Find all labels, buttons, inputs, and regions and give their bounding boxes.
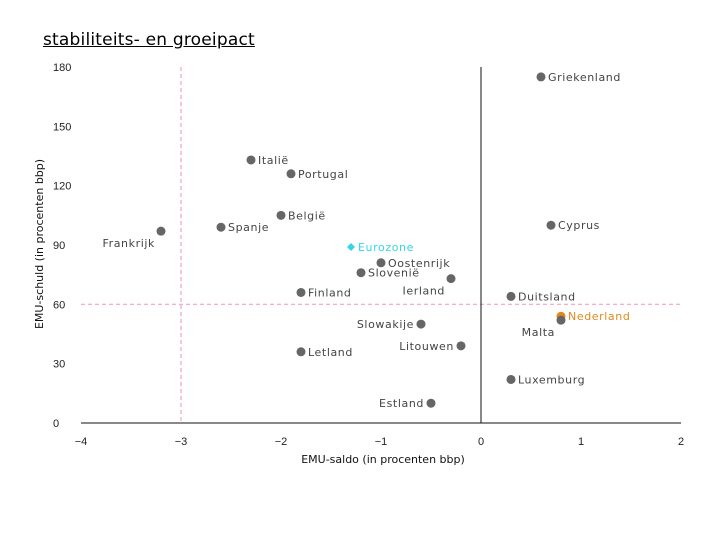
point-slowakije <box>416 319 426 329</box>
x-tick-label: −4 <box>75 436 88 448</box>
axes <box>81 67 681 424</box>
point-eurozone <box>347 242 355 251</box>
point-ierland <box>446 274 456 284</box>
point-label-malta: Malta <box>522 326 555 339</box>
point-litouwen <box>456 341 466 351</box>
point-label-belgi-: België <box>288 209 326 222</box>
point-belgi- <box>276 210 286 220</box>
point-label-finland: Finland <box>308 286 352 299</box>
y-axis-label: EMU-schuld (in procenten bbp) <box>33 159 46 329</box>
point-label-frankrijk: Frankrijk <box>102 237 155 250</box>
x-axis-label: EMU-saldo (in procenten bbp) <box>301 453 465 466</box>
point-label-letland: Letland <box>308 346 353 359</box>
point-estland <box>426 398 436 408</box>
point-duitsland <box>506 291 516 301</box>
point-label-nederland: Nederland <box>568 310 630 323</box>
point-label-slowakije: Slowakije <box>357 318 414 331</box>
point-label-litouwen: Litouwen <box>399 340 454 353</box>
y-tick-label: 180 <box>53 62 71 74</box>
x-tick-label: 1 <box>578 436 584 448</box>
point-label-portugal: Portugal <box>298 168 348 181</box>
point-label-eurozone: Eurozone <box>358 241 414 254</box>
point-itali- <box>246 155 256 165</box>
point-cyprus <box>546 220 556 230</box>
y-tick-label: 90 <box>53 240 65 252</box>
point-label-itali-: Italië <box>258 154 289 167</box>
point-luxemburg <box>506 374 516 384</box>
point-finland <box>296 287 306 297</box>
point-griekenland <box>536 72 546 82</box>
point-label-duitsland: Duitsland <box>518 290 576 303</box>
y-tick-label: 150 <box>53 121 71 133</box>
point-label-sloveni-: Slovenië <box>368 267 420 280</box>
x-tick-label: 0 <box>478 436 484 448</box>
point-label-luxemburg: Luxemburg <box>518 373 585 386</box>
y-tick-label: 0 <box>53 418 59 430</box>
data-points: Griekenland Italië Portugal België Spanje Cyp… <box>102 71 630 410</box>
point-label-estland: Estland <box>379 397 424 410</box>
chart-title: stabiliteits- en groeipact <box>43 30 255 50</box>
reference-lines <box>81 67 681 423</box>
point-label-griekenland: Griekenland <box>548 71 621 84</box>
point-spanje <box>216 222 226 232</box>
point-label-cyprus: Cyprus <box>558 219 600 232</box>
point-portugal <box>286 169 296 179</box>
y-tick-label: 60 <box>53 299 65 311</box>
point-label-ierland: Ierland <box>403 285 446 298</box>
point-oostenrijk <box>376 258 386 268</box>
point-label-spanje: Spanje <box>228 221 269 234</box>
x-tick-label: 2 <box>678 436 684 448</box>
x-tick-label: −2 <box>275 436 288 448</box>
y-tick-label: 30 <box>53 359 65 371</box>
point-sloveni- <box>356 268 366 278</box>
x-tick-label: −1 <box>375 436 388 448</box>
point-label-oostenrijk: Oostenrijk <box>388 257 450 270</box>
point-malta <box>556 315 566 325</box>
point-frankrijk <box>156 226 166 236</box>
point-letland <box>296 347 306 357</box>
y-tick-label: 120 <box>53 181 71 193</box>
x-tick-label: −3 <box>175 436 188 448</box>
